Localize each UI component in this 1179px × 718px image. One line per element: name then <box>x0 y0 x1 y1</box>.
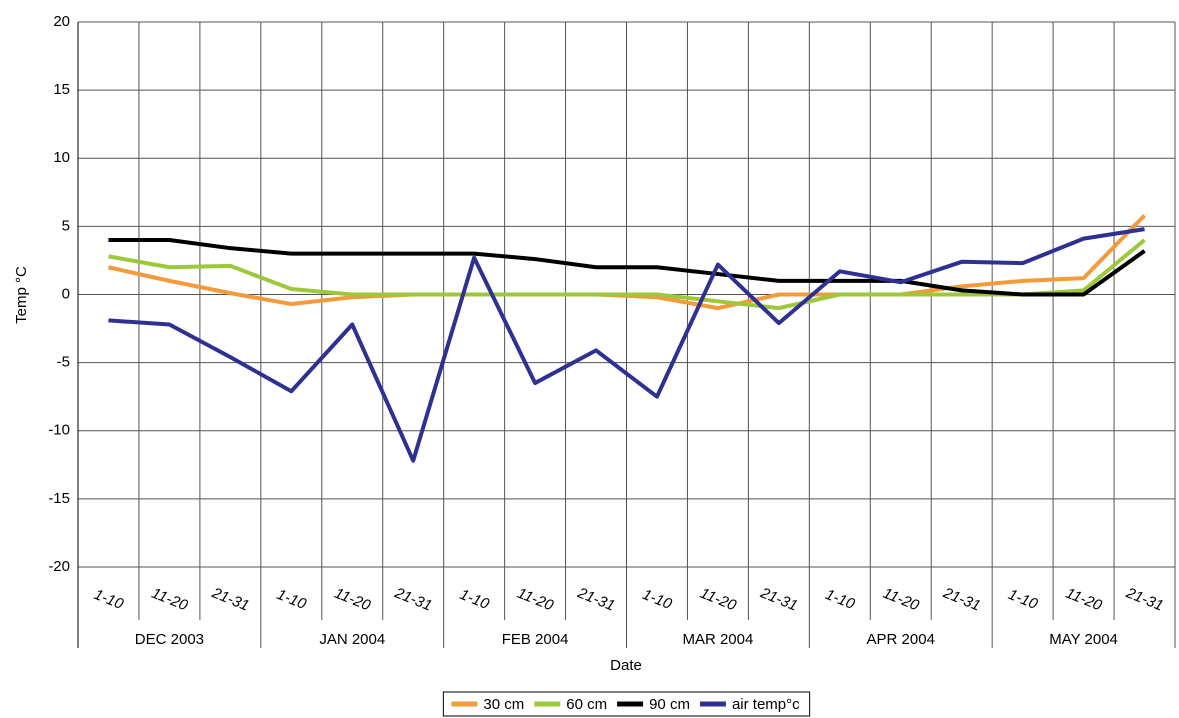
x-tick-label: 21-31 <box>209 584 252 615</box>
x-tick-label: 11-20 <box>515 585 557 615</box>
legend-label: 90 cm <box>649 696 690 713</box>
series-line <box>108 238 1146 311</box>
x-tick-label: 21-31 <box>1123 584 1166 615</box>
x-tick-label: 1-10 <box>823 586 858 613</box>
y-tick-label: -15 <box>48 490 70 507</box>
x-tick-label: 21-31 <box>940 584 983 615</box>
y-tick-label: -20 <box>48 558 70 575</box>
x-tick-label: 1-10 <box>92 586 127 613</box>
x-tick-label: 11-20 <box>698 585 740 615</box>
y-tick-label: 0 <box>62 285 70 302</box>
x-group-label: FEB 2004 <box>502 631 569 648</box>
x-tick-label: 21-31 <box>757 584 800 615</box>
x-tick-label: 1-10 <box>457 586 492 613</box>
x-group-label: JAN 2004 <box>319 631 385 648</box>
y-tick-label: -10 <box>48 422 70 439</box>
x-tick-label: 11-20 <box>149 585 191 615</box>
y-tick-label: 10 <box>53 149 70 166</box>
x-axis-label: Date <box>610 657 642 674</box>
x-tick-label: 1-10 <box>640 586 675 613</box>
y-tick-label: 15 <box>53 81 70 98</box>
x-group-label: MAR 2004 <box>682 631 753 648</box>
y-tick-label: 20 <box>53 13 70 30</box>
legend-label: 30 cm <box>483 696 524 713</box>
x-group-label: MAY 2004 <box>1049 631 1118 648</box>
y-tick-label: -5 <box>57 354 70 371</box>
legend-label: air temp°c <box>732 696 800 713</box>
x-tick-label: 1-10 <box>1006 586 1041 613</box>
x-tick-label: 1-10 <box>274 586 309 613</box>
x-tick-label: 11-20 <box>332 585 374 615</box>
y-axis-label: Temp °C <box>13 266 30 324</box>
x-group-label: DEC 2003 <box>135 631 204 648</box>
series-line <box>108 227 1145 463</box>
x-tick-label: 21-31 <box>391 584 434 615</box>
x-tick-label: 11-20 <box>1063 585 1105 615</box>
y-tick-label: 5 <box>62 217 70 234</box>
x-group-label: APR 2004 <box>867 631 935 648</box>
legend-label: 60 cm <box>566 696 607 713</box>
x-tick-label: 21-31 <box>574 584 617 615</box>
x-tick-label: 11-20 <box>880 585 922 615</box>
legend: 30 cm 60 cm 90 cm air temp°c <box>442 691 811 717</box>
series-line <box>108 238 1146 297</box>
